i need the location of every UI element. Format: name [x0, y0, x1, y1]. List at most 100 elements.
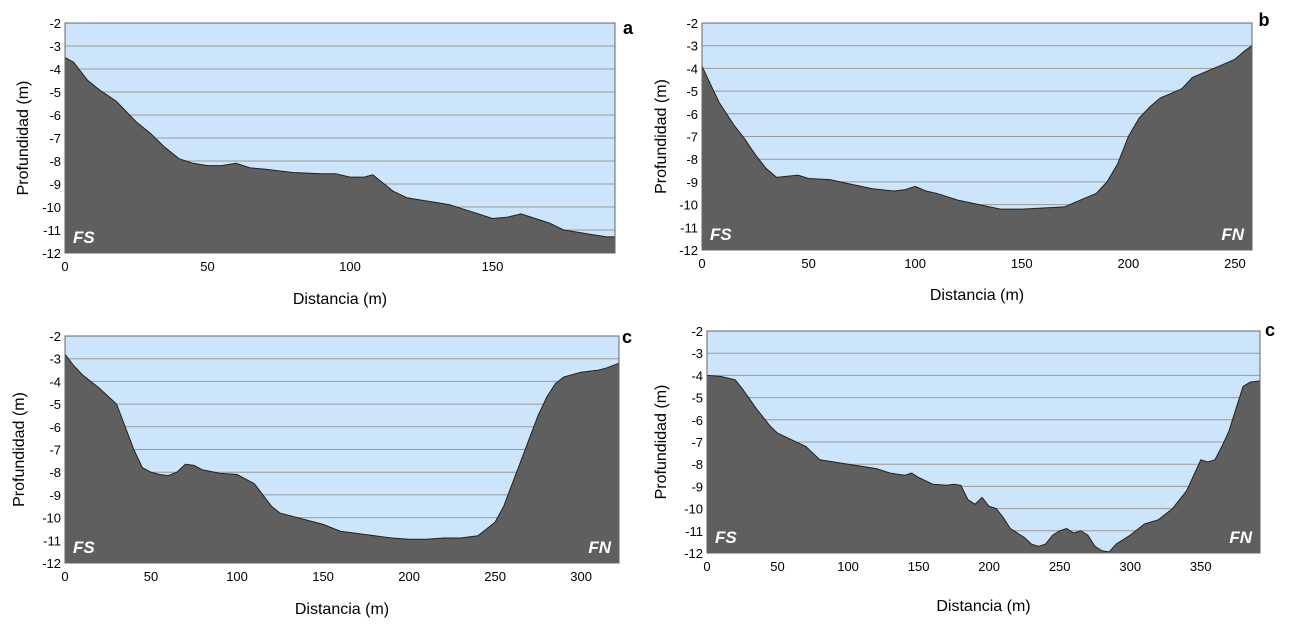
- y-tick-label: -4: [686, 61, 698, 76]
- y-tick-label: -8: [691, 457, 703, 472]
- x-tick-label: 50: [770, 559, 784, 574]
- y-tick-label: -6: [49, 420, 61, 435]
- x-tick-label: 150: [1011, 256, 1033, 271]
- plot-frame: [64, 22, 616, 254]
- y-tick-label: -3: [49, 352, 61, 367]
- y-axis-title: Profundidad (m): [653, 79, 670, 194]
- x-tick-label: 300: [1119, 559, 1141, 574]
- y-tick-label: -12: [684, 546, 703, 561]
- y-tick-label: -5: [49, 85, 61, 100]
- y-tick-label: -10: [42, 200, 61, 215]
- y-tick-label: -7: [691, 435, 703, 450]
- y-tick-label: -6: [49, 108, 61, 123]
- y-tick-label: -2: [49, 16, 61, 31]
- y-tick-label: -12: [679, 243, 698, 258]
- plot-frame: [64, 335, 620, 564]
- label-fn: FN: [1229, 528, 1252, 547]
- y-tick-label: -5: [49, 397, 61, 412]
- x-tick-label: 50: [144, 569, 158, 584]
- y-tick-label: -12: [42, 556, 61, 571]
- x-tick-label: 100: [904, 256, 926, 271]
- x-tick-label: 100: [837, 559, 859, 574]
- chart-panel-1: -2 -3 -4 -5 -6 -7 -8 -9 -10 -11 -120 50 100 150 Distan…: [15, 16, 634, 308]
- label-fs: FS: [73, 538, 95, 557]
- x-tick-label: 50: [200, 259, 214, 274]
- x-tick-label: 250: [1224, 256, 1246, 271]
- y-tick-label: -4: [49, 374, 61, 389]
- y-tick-label: -9: [49, 488, 61, 503]
- y-tick-label: -2: [686, 16, 698, 31]
- y-tick-label: -5: [691, 391, 703, 406]
- chart-panel-4: -2 -3 -4 -5 -6 -7 -8 -9 -10 -11 -120 50 100 150 200 250…: [653, 320, 1275, 615]
- x-tick-label: 0: [698, 256, 705, 271]
- y-tick-label: -4: [49, 62, 61, 77]
- y-tick-label: -8: [49, 154, 61, 169]
- x-tick-label: 150: [312, 569, 334, 584]
- y-tick-label: -9: [49, 177, 61, 192]
- x-tick-label: 300: [570, 569, 592, 584]
- y-tick-label: -2: [49, 329, 61, 344]
- panel-letter: b: [1259, 10, 1270, 30]
- x-tick-label: 150: [482, 259, 504, 274]
- depth-profile-area: [701, 44, 1253, 251]
- y-tick-label: -3: [686, 39, 698, 54]
- x-tick-label: 50: [801, 256, 815, 271]
- chart-panel-3: -2 -3 -4 -5 -6 -7 -8 -9 -10 -11 -120 50 100 150 200 250…: [11, 327, 632, 618]
- panel-letter: a: [623, 18, 634, 38]
- y-axis-title: Profundidad (m): [11, 392, 28, 507]
- y-tick-label: -10: [684, 502, 703, 517]
- y-tick-label: -11: [680, 220, 698, 235]
- y-tick-label: -5: [686, 84, 698, 99]
- y-tick-label: -9: [686, 175, 698, 190]
- panel-letter: c: [622, 327, 632, 347]
- y-tick-label: -10: [42, 511, 61, 526]
- y-tick-label: -8: [49, 465, 61, 480]
- y-tick-label: -7: [49, 443, 61, 458]
- x-axis-title: Distancia (m): [295, 601, 389, 618]
- label-fs: FS: [715, 528, 737, 547]
- label-fs: FS: [73, 228, 95, 247]
- plot-frame: [706, 330, 1261, 554]
- y-tick-label: -11: [685, 524, 703, 539]
- x-tick-label: 250: [484, 569, 506, 584]
- x-tick-label: 100: [339, 259, 361, 274]
- depth-profile-area: [64, 56, 616, 254]
- label-fn: FN: [1221, 225, 1244, 244]
- x-tick-label: 150: [908, 559, 930, 574]
- y-tick-label: -10: [679, 198, 698, 213]
- x-tick-label: 200: [1118, 256, 1140, 271]
- x-tick-label: 350: [1190, 559, 1212, 574]
- y-tick-label: -11: [43, 533, 61, 548]
- y-tick-label: -6: [691, 413, 703, 428]
- y-tick-label: -3: [49, 39, 61, 54]
- x-tick-label: 0: [61, 259, 68, 274]
- y-tick-label: -12: [42, 246, 61, 261]
- depth-profile-area: [706, 374, 1261, 554]
- chart-panel-2: -2 -3 -4 -5 -6 -7 -8 -9 -10 -11 -120 50 100 150 200 250…: [653, 10, 1269, 304]
- label-fn: FN: [588, 538, 611, 557]
- x-tick-label: 100: [226, 569, 248, 584]
- label-fs: FS: [710, 225, 732, 244]
- y-tick-label: -3: [691, 346, 703, 361]
- y-tick-label: -7: [49, 131, 61, 146]
- x-tick-label: 200: [978, 559, 1000, 574]
- y-tick-label: -6: [686, 107, 698, 122]
- y-tick-label: -4: [691, 368, 703, 383]
- x-tick-label: 200: [398, 569, 420, 584]
- y-tick-label: -9: [691, 479, 703, 494]
- y-axis-title: Profundidad (m): [15, 81, 32, 196]
- y-tick-label: -8: [686, 152, 698, 167]
- x-tick-label: 0: [703, 559, 710, 574]
- x-axis-title: Distancia (m): [936, 598, 1030, 615]
- y-tick-label: -2: [691, 324, 703, 339]
- y-axis-title: Profundidad (m): [653, 385, 670, 500]
- x-axis-title: Distancia (m): [930, 287, 1024, 304]
- plot-frame: [701, 22, 1253, 251]
- depth-profile-area: [64, 352, 620, 564]
- y-tick-label: -11: [43, 223, 61, 238]
- x-tick-label: 250: [1049, 559, 1071, 574]
- x-axis-title: Distancia (m): [293, 291, 387, 308]
- y-tick-label: -7: [686, 130, 698, 145]
